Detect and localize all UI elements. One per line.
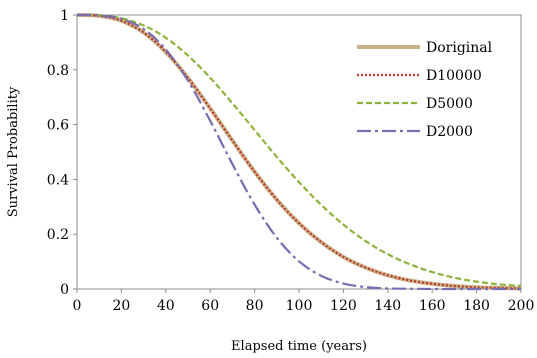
- y-tick-label: 0.8: [47, 63, 69, 79]
- y-tick-label: 0.6: [47, 118, 69, 134]
- y-axis-ticks: 0 0.2 0.4 0.6 0.8 1: [47, 8, 77, 298]
- x-tick-label: 0: [73, 298, 82, 314]
- x-axis-title: Elapsed time (years): [231, 339, 367, 354]
- x-tick-label: 40: [157, 298, 175, 314]
- x-axis-ticks: 0 20 40 60 80 100 120 140 160 180 200: [73, 289, 535, 314]
- legend-label: D10000: [426, 68, 482, 84]
- legend-label: D2000: [426, 124, 473, 140]
- x-tick-label: 20: [112, 298, 130, 314]
- plot-area-frame: [76, 14, 522, 290]
- x-tick-label: 180: [463, 298, 490, 314]
- legend-label: D5000: [426, 96, 473, 112]
- x-tick-label: 60: [201, 298, 219, 314]
- y-tick-label: 0.2: [47, 227, 69, 243]
- y-tick-label: 1: [60, 8, 69, 24]
- series-line-d10000: [76, 13, 522, 290]
- series-line-d5000: [76, 13, 522, 288]
- y-tick-label: 0.4: [47, 172, 69, 188]
- x-tick-label: 140: [374, 298, 401, 314]
- x-tick-label: 120: [330, 298, 357, 314]
- x-tick-label: 100: [286, 298, 313, 314]
- y-tick-label: 0: [60, 282, 69, 298]
- x-tick-label: 80: [246, 298, 264, 314]
- legend-label: Doriginal: [426, 40, 493, 56]
- y-axis-title: Survival Probability: [6, 86, 21, 217]
- x-tick-label: 160: [419, 298, 446, 314]
- series-line-doriginal: [76, 13, 522, 291]
- series-line-d2000: [76, 13, 521, 291]
- series-layer: [76, 13, 522, 291]
- legend: Doriginal D10000 D5000 D2000: [357, 40, 493, 140]
- x-tick-label: 200: [508, 298, 535, 314]
